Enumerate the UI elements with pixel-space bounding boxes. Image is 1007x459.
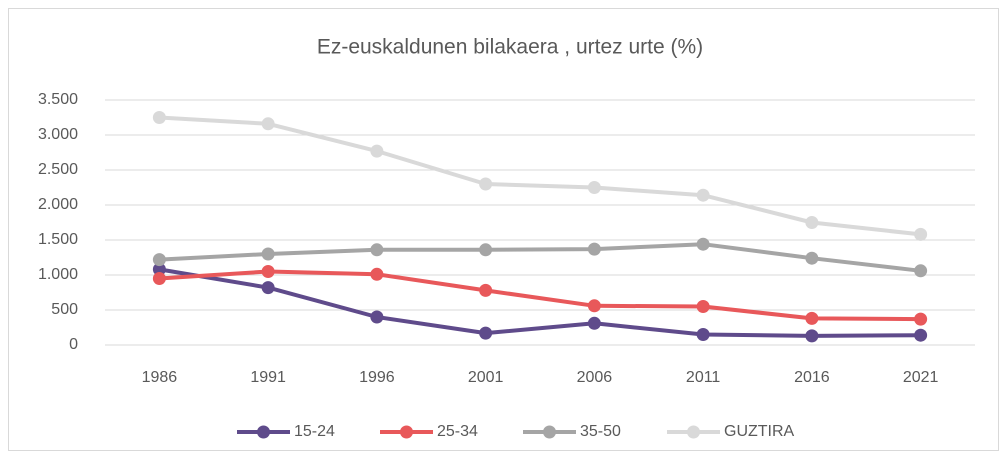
point (479, 243, 493, 257)
series-line (159, 269, 921, 322)
point (914, 264, 928, 278)
point (696, 328, 710, 341)
point (696, 188, 710, 202)
point (479, 326, 493, 340)
point (479, 177, 493, 191)
legend-marker (400, 425, 413, 439)
point (805, 311, 819, 325)
legend-marker (543, 425, 556, 439)
point (479, 283, 493, 297)
series-line (159, 267, 921, 338)
point (370, 267, 384, 281)
point (261, 281, 275, 295)
y-tick-label: 0 (69, 336, 78, 353)
point (261, 247, 275, 261)
point (152, 253, 166, 267)
y-tick-label: 2.000 (38, 196, 78, 213)
series-line (159, 242, 921, 273)
legend-label: 15-24 (294, 423, 335, 440)
x-tick-label: 1991 (250, 369, 286, 386)
y-tick-label: 3.000 (38, 126, 78, 143)
chart-title: Ez-euskaldunen bilakaera , urtez urte (%… (317, 36, 703, 59)
x-tick-label: 2016 (794, 369, 830, 386)
x-tick-label: 2001 (468, 369, 504, 386)
legend-label: 35-50 (580, 423, 621, 440)
point (370, 144, 384, 158)
point (805, 216, 819, 229)
legend-marker (687, 425, 700, 439)
point (370, 310, 384, 324)
point (914, 328, 928, 342)
y-tick-label: 2.500 (38, 161, 78, 178)
point (696, 237, 710, 251)
x-tick-label: 1996 (359, 369, 395, 386)
point (696, 300, 710, 313)
point (152, 111, 166, 124)
point (587, 181, 601, 194)
x-tick-label: 2011 (686, 369, 721, 386)
point (152, 262, 166, 276)
y-tick-label: 1.500 (38, 231, 78, 248)
point (261, 117, 275, 131)
point (587, 299, 601, 313)
point (805, 251, 819, 265)
point (152, 272, 166, 285)
legend-marker (257, 425, 270, 439)
series-line (159, 115, 921, 237)
y-tick-label: 1.000 (38, 266, 78, 283)
chart-border (8, 8, 999, 451)
legend-label: 25-34 (437, 423, 478, 440)
x-tick-label: 2006 (577, 369, 613, 386)
y-tick-label: 3.500 (38, 91, 78, 108)
point (370, 243, 384, 257)
x-tick-label: 2021 (903, 369, 939, 386)
point (587, 316, 601, 330)
y-tick-label: 500 (51, 301, 78, 318)
legend-label: GUZTIRA (724, 423, 795, 440)
point (261, 265, 275, 278)
point (914, 312, 928, 326)
point (914, 227, 928, 241)
x-tick-label: 1986 (142, 369, 178, 386)
point (805, 329, 819, 343)
point (587, 242, 601, 256)
